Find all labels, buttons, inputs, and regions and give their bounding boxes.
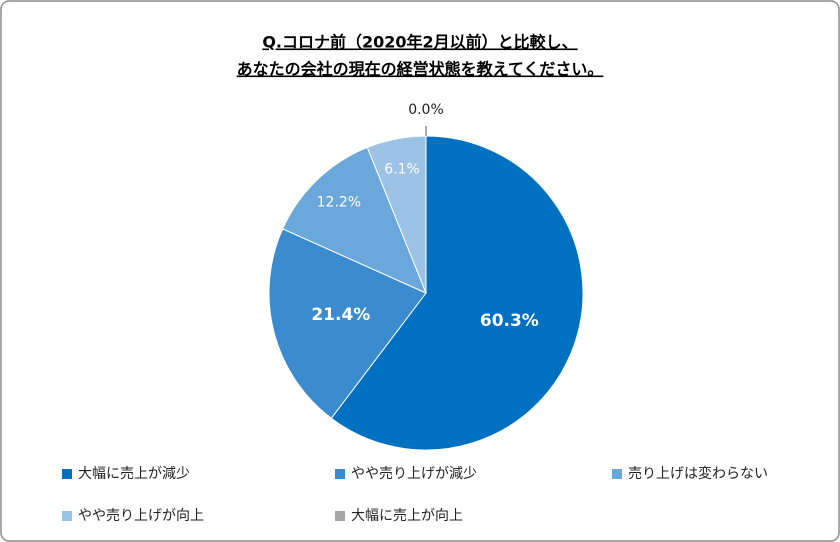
legend-swatch [612,469,622,479]
legend-swatch [335,511,345,521]
pie-slice [330,135,584,451]
data-label: 60.3% [480,311,539,331]
data-label: 6.1% [384,162,420,178]
legend-label: 売り上げは変わらない [628,465,768,482]
data-label: 21.4% [311,305,370,325]
legend-swatch [335,469,345,479]
legend-swatch [62,469,72,479]
legend-label: 大幅に売上が向上 [351,508,463,524]
pie-slice [282,146,427,294]
chart-title: Q.コロナ前（2020年2月以前）と比較し、 [262,33,577,52]
data-label: 0.0% [408,102,444,118]
legend-label: 大幅に売上が減少 [78,465,190,482]
pie-slice [268,228,427,419]
legend-label: やや売り上げが減少 [351,465,477,482]
chart-title: あなたの会社の現在の経営状態を教えてください。 [237,60,604,79]
legend-swatch [62,511,72,521]
legend-label: やや売り上げが向上 [78,508,204,524]
data-label: 12.2% [317,195,361,211]
